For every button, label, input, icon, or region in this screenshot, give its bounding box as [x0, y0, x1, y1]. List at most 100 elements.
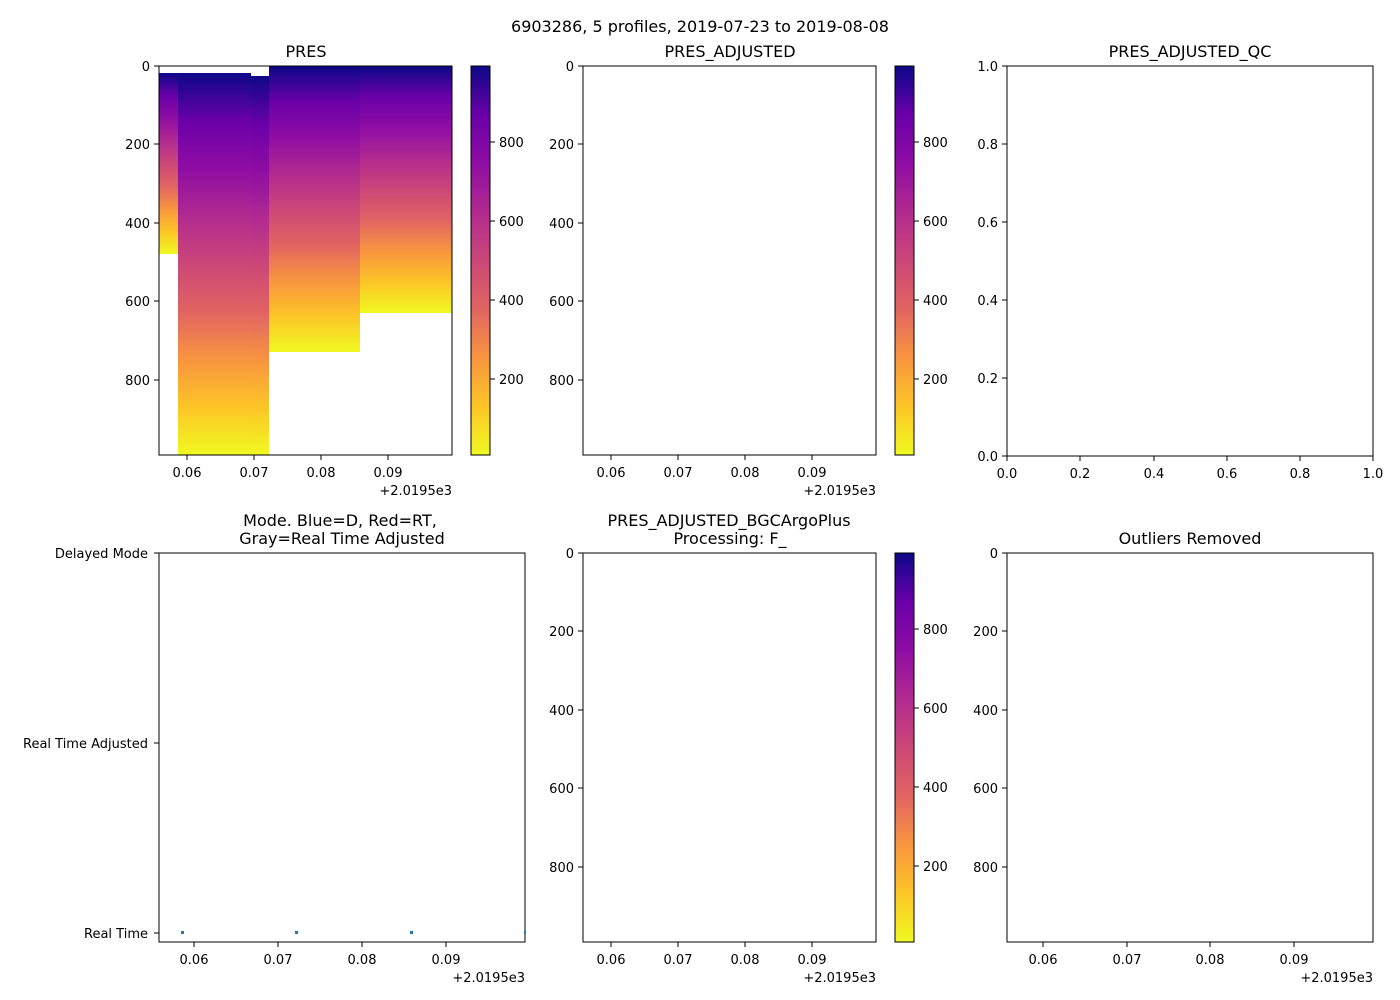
y-tick-label: 600	[549, 295, 574, 310]
y-tick-label: Delayed Mode	[55, 547, 148, 562]
x-tick-label: 0.07	[664, 953, 693, 968]
profile-column	[159, 73, 179, 254]
panel-title: PRES_ADJUSTED	[664, 42, 795, 62]
panel-pres-adjusted-bgc: PRES_ADJUSTED_BGCArgoPlus Processing: F_…	[549, 511, 948, 986]
x-tick-label: 0.06	[180, 953, 209, 968]
colorbar-tick-label: 800	[923, 623, 948, 638]
x-tick-label: 0.6	[1217, 467, 1238, 482]
x-tick-label: 0.0	[997, 467, 1018, 482]
y-tick-label: 0	[990, 547, 998, 562]
panel-title-line2: Processing: F_	[673, 529, 787, 549]
colorbar-gradient	[894, 65, 915, 456]
y-tick-label: 600	[549, 782, 574, 797]
axes-frame	[582, 65, 877, 456]
y-tick-label: Real Time Adjusted	[23, 737, 148, 752]
y-tick-label: 600	[125, 295, 150, 310]
y-tick-label: 0.2	[977, 372, 998, 387]
y-tick-label: 200	[549, 625, 574, 640]
y-tick-label: 200	[125, 138, 150, 153]
y-tick-label: 0.8	[977, 138, 998, 153]
x-tick-label: 0.07	[664, 466, 693, 481]
y-tick-label: 800	[549, 861, 574, 876]
pres-heatmap	[159, 66, 452, 455]
y-tick-label: 800	[973, 861, 998, 876]
mask	[159, 254, 177, 455]
colorbar-gradient	[894, 552, 915, 943]
panel-title: PRES	[285, 42, 326, 61]
y-tick-label: 200	[973, 625, 998, 640]
panel-pres: PRES 0 200 400 600 800 0.06	[125, 42, 524, 499]
panel-title-line1: PRES_ADJUSTED_BGCArgoPlus	[607, 511, 850, 531]
x-offset-label: +2.0195e3	[1300, 971, 1373, 986]
y-tick-label: 400	[549, 217, 574, 232]
axes-frame	[1006, 552, 1374, 943]
x-tick-label: 0.2	[1070, 467, 1091, 482]
x-offset-label: +2.0195e3	[803, 971, 876, 986]
x-ticks: 0.06 0.07 0.08 0.09 +2.0195e3	[1029, 942, 1373, 986]
mask	[360, 313, 452, 352]
x-ticks: 0.06 0.07 0.08 0.09 +2.0195e3	[173, 455, 452, 499]
colorbar-tick-label: 200	[499, 373, 524, 388]
y-tick-label: Real Time	[84, 927, 148, 942]
y-tick-label: 1.0	[977, 60, 998, 75]
panel-outliers: Outliers Removed 0 200 400 600 800 0.06 …	[973, 529, 1374, 986]
y-ticks: 0 200 400 600 800	[125, 60, 159, 389]
colorbar-tick-label: 800	[499, 136, 524, 151]
profile-column	[178, 73, 251, 455]
colorbar-tick-label: 800	[923, 136, 948, 151]
colorbar-tick-label: 600	[499, 215, 524, 230]
x-tick-label: 0.09	[374, 466, 403, 481]
x-tick-label: 0.06	[597, 953, 626, 968]
mode-point	[181, 931, 184, 934]
panel-title-line1: Mode. Blue=D, Red=RT,	[243, 511, 437, 530]
x-tick-label: 0.08	[307, 466, 336, 481]
profile-column	[269, 66, 361, 352]
x-ticks: 0.06 0.07 0.08 0.09 +2.0195e3	[597, 942, 876, 986]
y-tick-label: 0.6	[977, 216, 998, 231]
panel-mode: Mode. Blue=D, Red=RT, Gray=Real Time Adj…	[23, 511, 526, 986]
x-tick-label: 0.08	[731, 953, 760, 968]
y-tick-label: 0	[566, 547, 574, 562]
x-offset-label: +2.0195e3	[452, 971, 525, 986]
x-tick-label: 0.08	[1196, 953, 1225, 968]
x-tick-label: 1.0	[1363, 467, 1384, 482]
colorbar-gradient	[470, 65, 491, 456]
colorbar: 200 400 600 800	[470, 65, 524, 456]
x-tick-label: 0.08	[348, 953, 377, 968]
colorbar-tick-label: 400	[499, 294, 524, 309]
colorbar-tick-label: 200	[923, 860, 948, 875]
panel-title: Outliers Removed	[1119, 529, 1262, 548]
panel-title: PRES_ADJUSTED_QC	[1109, 42, 1272, 62]
axes-frame	[582, 552, 877, 943]
y-ticks: 0 200 400 600 800	[549, 60, 583, 389]
x-tick-label: 0.4	[1144, 467, 1165, 482]
y-tick-label: 0.4	[977, 294, 998, 309]
x-ticks: 0.0 0.2 0.4 0.6 0.8 1.0	[997, 456, 1384, 482]
y-ticks: Delayed Mode Real Time Adjusted Real Tim…	[23, 547, 159, 942]
y-tick-label: 200	[549, 138, 574, 153]
axes-frame	[158, 65, 453, 456]
x-tick-label: 0.09	[798, 466, 827, 481]
profile-column	[250, 76, 270, 455]
x-tick-label: 0.06	[173, 466, 202, 481]
x-tick-label: 0.06	[1029, 953, 1058, 968]
y-tick-label: 0	[142, 60, 150, 75]
x-tick-label: 0.07	[264, 953, 293, 968]
x-tick-label: 0.8	[1290, 467, 1311, 482]
mode-points	[181, 931, 526, 934]
profile-column	[360, 66, 452, 313]
y-tick-label: 400	[973, 704, 998, 719]
x-tick-label: 0.09	[798, 953, 827, 968]
x-ticks: 0.06 0.07 0.08 0.09 +2.0195e3	[597, 455, 876, 499]
x-tick-label: 0.09	[1280, 953, 1309, 968]
x-offset-label: +2.0195e3	[379, 484, 452, 499]
mode-point	[295, 931, 298, 934]
colorbar-tick-label: 600	[923, 215, 948, 230]
colorbar-tick-label: 200	[923, 373, 948, 388]
figure-suptitle: 6903286, 5 profiles, 2019-07-23 to 2019-…	[511, 17, 889, 36]
y-tick-label: 0	[566, 60, 574, 75]
x-tick-label: 0.07	[1113, 953, 1142, 968]
panel-title-line2: Gray=Real Time Adjusted	[239, 529, 445, 548]
axes-frame	[158, 552, 526, 943]
